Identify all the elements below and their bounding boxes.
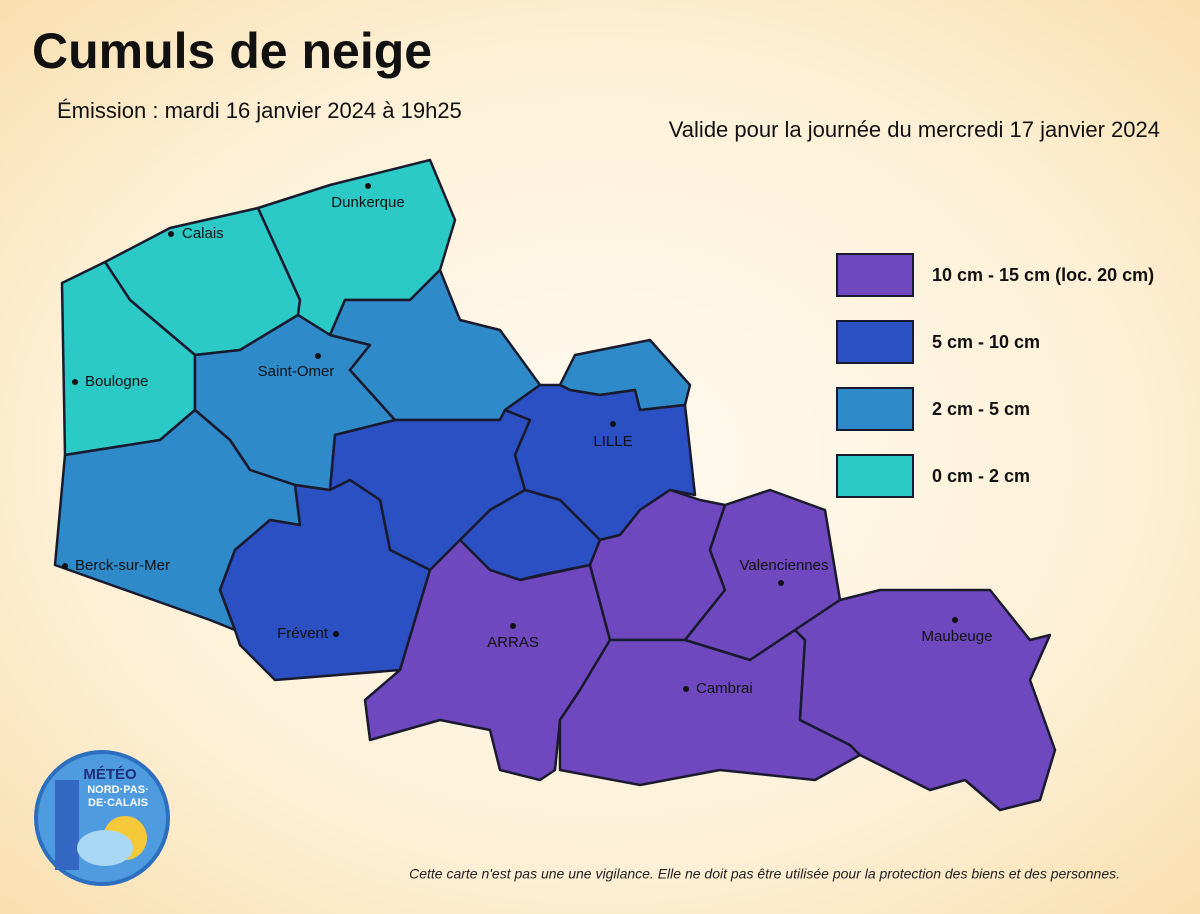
legend-label: 2 cm - 5 cm bbox=[932, 399, 1030, 419]
logo-text: MÉTÉO bbox=[83, 766, 137, 783]
city-dot bbox=[683, 686, 689, 692]
city-dot bbox=[778, 580, 784, 586]
region bbox=[793, 588, 1057, 812]
region bbox=[363, 538, 612, 782]
city-label: Berck-sur-Mer bbox=[75, 557, 170, 574]
city-label: LILLE bbox=[593, 433, 632, 450]
city-label: Frévent bbox=[277, 625, 329, 642]
city-label: Saint-Omer bbox=[258, 363, 335, 380]
regions bbox=[53, 158, 1057, 812]
title: Cumuls de neige bbox=[32, 23, 432, 79]
city-label: ARRAS bbox=[487, 634, 539, 651]
logo-cloud bbox=[77, 830, 133, 866]
legend-swatch bbox=[836, 454, 914, 498]
city-dot bbox=[365, 183, 371, 189]
legend: 10 cm - 15 cm (loc. 20 cm) 5 cm - 10 cm 2 … bbox=[836, 253, 1154, 498]
city-dot bbox=[952, 617, 958, 623]
city-label: Dunkerque bbox=[331, 194, 404, 211]
legend-swatch bbox=[836, 253, 914, 297]
city-label: Cambrai bbox=[696, 680, 753, 697]
legend-label: 10 cm - 15 cm (loc. 20 cm) bbox=[932, 265, 1154, 285]
logo: MÉTÉO NORD·PAS· DE·CALAIS bbox=[34, 750, 170, 886]
city-dot bbox=[610, 421, 616, 427]
city-label: Calais bbox=[182, 225, 224, 242]
cities: Dunkerque Calais Boulogne Saint-Omer LIL… bbox=[62, 183, 992, 697]
city-label: Valenciennes bbox=[740, 557, 829, 574]
city-dot bbox=[315, 353, 321, 359]
legend-label: 0 cm - 2 cm bbox=[932, 466, 1030, 486]
city-dot bbox=[168, 231, 174, 237]
city-dot bbox=[72, 379, 78, 385]
logo-tower bbox=[55, 780, 79, 870]
legend-swatch bbox=[836, 320, 914, 364]
validity: Valide pour la journée du mercredi 17 ja… bbox=[669, 117, 1160, 142]
logo-text: NORD·PAS· bbox=[87, 784, 149, 796]
city-label: Boulogne bbox=[85, 373, 148, 390]
city-label: Maubeuge bbox=[922, 628, 993, 645]
legend-label: 5 cm - 10 cm bbox=[932, 332, 1040, 352]
emission: Émission : mardi 16 janvier 2024 à 19h25 bbox=[57, 98, 462, 123]
region bbox=[218, 478, 432, 682]
city-dot bbox=[333, 631, 339, 637]
city-dot bbox=[62, 563, 68, 569]
disclaimer: Cette carte n'est pas une une vigilance.… bbox=[409, 866, 1120, 882]
region bbox=[503, 383, 697, 542]
legend-swatch bbox=[836, 387, 914, 431]
city-dot bbox=[510, 623, 516, 629]
logo-text: DE·CALAIS bbox=[88, 797, 148, 809]
